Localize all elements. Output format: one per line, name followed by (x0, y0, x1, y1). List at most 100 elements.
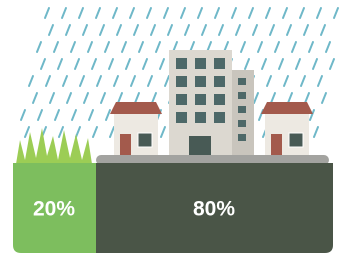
raindrop (88, 42, 92, 52)
raindrop (113, 8, 117, 18)
raindrop (181, 8, 185, 18)
raindrop (304, 25, 308, 35)
raindrop (283, 8, 287, 18)
raindrop (198, 8, 202, 18)
raindrop (245, 59, 249, 69)
raindrop (160, 59, 164, 69)
raindrop (215, 8, 219, 18)
raindrop (79, 8, 83, 18)
raindrop (67, 93, 71, 103)
raindrop (262, 59, 266, 69)
raindrop (76, 127, 80, 137)
window (176, 76, 187, 87)
raindrop (80, 76, 84, 86)
window (238, 120, 246, 127)
window (214, 76, 225, 87)
raindrop (93, 127, 97, 137)
raindrop (118, 93, 122, 103)
raindrop (258, 42, 262, 52)
window (195, 58, 206, 69)
raindrop (55, 110, 59, 120)
raindrop (25, 127, 29, 137)
raindrop (97, 76, 101, 86)
raindrop (254, 93, 258, 103)
door (120, 134, 131, 158)
window (238, 106, 246, 113)
raindrop (322, 93, 326, 103)
raindrop (110, 127, 114, 137)
raindrop (54, 42, 58, 52)
raindrop (89, 110, 93, 120)
raindrop (117, 25, 121, 35)
window (214, 58, 225, 69)
window (176, 94, 187, 105)
raindrop (72, 110, 76, 120)
window (195, 112, 206, 123)
raindrop (232, 8, 236, 18)
raindrop (105, 42, 109, 52)
raindrop (202, 25, 206, 35)
raindrop (313, 59, 317, 69)
raindrop (139, 42, 143, 52)
raindrop (29, 76, 33, 86)
raindrop (284, 76, 288, 86)
raindrop (92, 59, 96, 69)
raindrop (62, 8, 66, 18)
raindrop (241, 42, 245, 52)
roof (261, 102, 313, 114)
raindrop (63, 76, 67, 86)
raindrop (164, 8, 168, 18)
raindrop (152, 93, 156, 103)
raindrop (300, 8, 304, 18)
raindrop (330, 59, 334, 69)
window (138, 133, 152, 147)
raindrop (271, 93, 275, 103)
raindrop (321, 25, 325, 35)
raindrop (266, 8, 270, 18)
raindrop (100, 25, 104, 35)
raindrop (305, 93, 309, 103)
raindrop (275, 42, 279, 52)
raindrop (134, 25, 138, 35)
raindrop (292, 42, 296, 52)
infographic: 20% 80% (0, 0, 348, 255)
raindrop (130, 8, 134, 18)
raindrop (59, 127, 63, 137)
raindrop (37, 42, 41, 52)
raindrop (58, 59, 62, 69)
door (271, 134, 282, 158)
raindrop (131, 76, 135, 86)
raindrop (33, 93, 37, 103)
raindrop (267, 76, 271, 86)
raindrop (156, 42, 160, 52)
raindrop (101, 93, 105, 103)
raindrop (185, 25, 189, 35)
raindrop (21, 110, 25, 120)
raindrop (96, 8, 100, 18)
page: 20% 80% (() => { const data = JSON.parse… (0, 0, 348, 255)
raindrop (317, 8, 321, 18)
raindrop (114, 76, 118, 86)
raindrop (270, 25, 274, 35)
raindrop (126, 59, 130, 69)
raindrop (249, 8, 253, 18)
window (289, 133, 303, 147)
window (195, 94, 206, 105)
raindrop (83, 25, 87, 35)
window (214, 112, 225, 123)
raindrop (309, 42, 313, 52)
raindrop (318, 76, 322, 86)
raindrop (168, 25, 172, 35)
window (195, 76, 206, 87)
raindrop (236, 25, 240, 35)
raindrop (84, 93, 88, 103)
raindrop (296, 59, 300, 69)
window (238, 78, 246, 85)
raindrop (161, 127, 165, 137)
window (214, 94, 225, 105)
raindrop (71, 42, 75, 52)
raindrop (148, 76, 152, 86)
raindrop (287, 25, 291, 35)
window (176, 112, 187, 123)
raindrop (106, 110, 110, 120)
